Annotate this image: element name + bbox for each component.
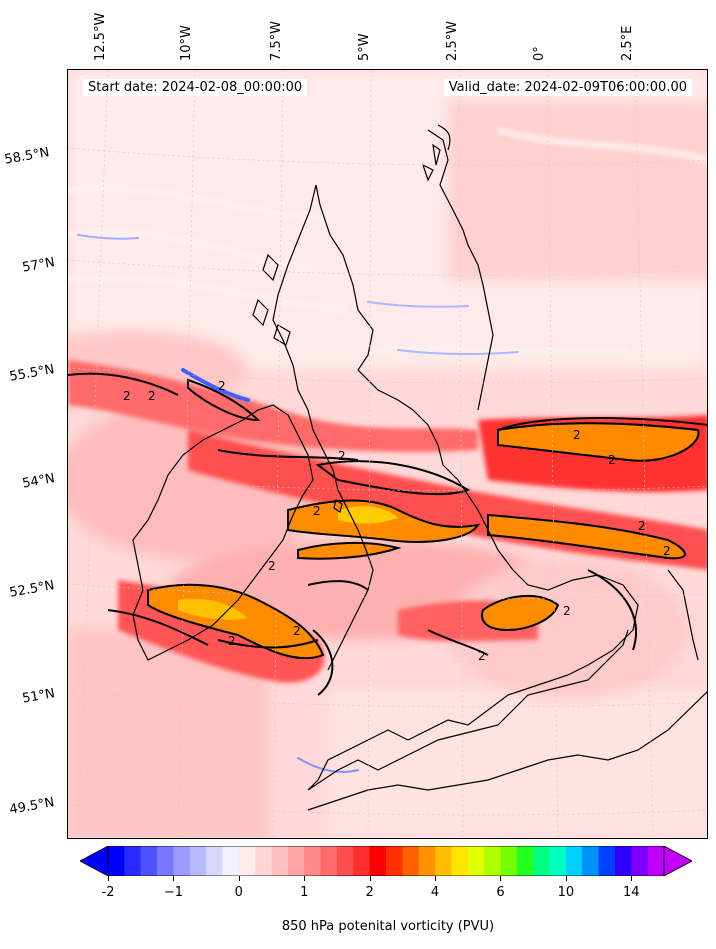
colorbar-segment: [140, 846, 158, 876]
colorbar-tick: [435, 876, 437, 881]
colorbar-segment: [516, 846, 534, 876]
colorbar-tick-label: 14: [623, 885, 640, 900]
colorbar-segment: [353, 846, 371, 876]
colorbar-tick: [108, 876, 109, 881]
colorbar-tick-label: −1: [163, 885, 183, 900]
colorbar-segment: [255, 846, 273, 876]
colorbar-tick: [304, 876, 306, 881]
contour-labels: 2 2 2 2 2 2 2 2 2 2 2 2 2 2: [123, 379, 671, 663]
colorbar-tick: [173, 876, 175, 881]
colorbar-tick-label: 4: [430, 885, 440, 900]
colorbar-tick-label: 10: [557, 885, 575, 900]
lat-label-57n: 57°N: [21, 255, 57, 276]
colorbar-segment: [500, 846, 518, 876]
colorbar-segment: [565, 846, 583, 876]
colorbar-segment: [304, 846, 322, 876]
contour-label: 2: [218, 379, 226, 393]
colorbar-extend-low: [79, 845, 109, 877]
contour-label: 2: [123, 389, 131, 403]
colorbar-segment: [533, 846, 551, 876]
colorbar-segment: [549, 846, 567, 876]
colorbar-segment: [484, 846, 501, 876]
lon-label-2-5e: 2.5°E: [620, 25, 635, 61]
colorbar-tick-label: -2: [101, 885, 115, 900]
contour-label: 2: [638, 519, 646, 533]
pv-cores-orange: [147, 422, 700, 660]
colorbar-segment: [598, 846, 616, 876]
pv-field-map: 2 2 2 2 2 2 2 2 2 2 2 2 2 2: [68, 70, 707, 838]
lat-label-55-5n: 55.5°N: [8, 362, 56, 385]
lon-label-5w: 5°W: [357, 33, 372, 61]
colorbar-segment: [157, 846, 174, 876]
colorbar-label: 850 hPa potenital vorticity (PVU): [281, 919, 495, 934]
lon-label-12-5w: 12.5°W: [93, 12, 108, 61]
colorbar-segment: [582, 846, 600, 876]
colorbar-segment: [467, 846, 485, 876]
colorbar-segment: [614, 846, 632, 876]
colorbar-tick: [565, 876, 567, 881]
colorbar-graphic: [79, 845, 693, 877]
coastlines: [132, 124, 707, 811]
colorbar-segment: [402, 846, 420, 876]
colorbar-segment: [418, 846, 436, 876]
valid-date-label: Valid_date: 2024-02-09T06:00:00.00: [443, 79, 692, 96]
colorbar-segment: [647, 846, 665, 876]
colorbar-segment: [320, 846, 338, 876]
lat-label-49-5n: 49.5°N: [8, 795, 56, 818]
colorbar-tick: [238, 876, 240, 881]
colorbar-segment: [435, 846, 452, 876]
contour-label: 2: [148, 389, 156, 403]
contour-label: 2: [293, 624, 301, 638]
contour-label: 2: [573, 428, 581, 442]
colorbar: [79, 845, 693, 877]
contour-label: 2: [608, 453, 616, 467]
contour-label: 2: [563, 604, 571, 618]
colorbar-segment: [287, 846, 305, 876]
lon-label-10w: 10°W: [179, 25, 194, 61]
colorbar-tick: [631, 876, 633, 881]
colorbar-tick-label: 6: [496, 885, 505, 900]
graticule: [68, 70, 707, 838]
contour-label: 2: [478, 649, 486, 663]
contour-label: 2: [338, 449, 346, 463]
contour-label: 2: [663, 544, 671, 558]
colorbar-segment: [124, 846, 142, 876]
contour-label: 2: [228, 634, 236, 648]
blue-streaks: [77, 234, 519, 773]
colorbar-tick: [500, 876, 502, 881]
colorbar-segment: [173, 846, 191, 876]
colorbar-segment: [222, 846, 240, 876]
colorbar-segment: [451, 846, 469, 876]
colorbar-segment: [386, 846, 403, 876]
colorbar-tick-label: 2: [365, 885, 374, 900]
colorbar-segment: [238, 846, 256, 876]
lon-label-7-5w: 7.5°W: [269, 20, 284, 61]
lon-label-0: 0°: [532, 46, 547, 61]
colorbar-segment: [271, 846, 289, 876]
contour-label: 2: [313, 504, 321, 518]
colorbar-tick-label: 1: [300, 885, 309, 900]
colorbar-segment: [108, 846, 125, 876]
lat-label-52-5n: 52.5°N: [8, 578, 56, 601]
lon-label-2-5w: 2.5°W: [445, 20, 460, 61]
lat-label-54n: 54°N: [21, 471, 57, 492]
colorbar-segment: [631, 846, 649, 876]
colorbar-tick-label: 0: [234, 885, 243, 900]
start-date-label: Start date: 2024-02-08_00:00:00: [83, 79, 308, 96]
colorbar-tick: [369, 876, 371, 881]
colorbar-segment: [369, 846, 387, 876]
contour-label: 2: [268, 559, 276, 573]
map-panel: 2 2 2 2 2 2 2 2 2 2 2 2 2 2: [67, 69, 708, 839]
pv-contours: [68, 372, 707, 696]
colorbar-segment: [189, 846, 207, 876]
colorbar-segment: [206, 846, 223, 876]
colorbar-extend-high: [663, 845, 693, 877]
colorbar-segment: [336, 846, 354, 876]
lat-label-51n: 51°N: [21, 686, 57, 707]
lat-label-58-5n: 58.5°N: [3, 145, 51, 168]
